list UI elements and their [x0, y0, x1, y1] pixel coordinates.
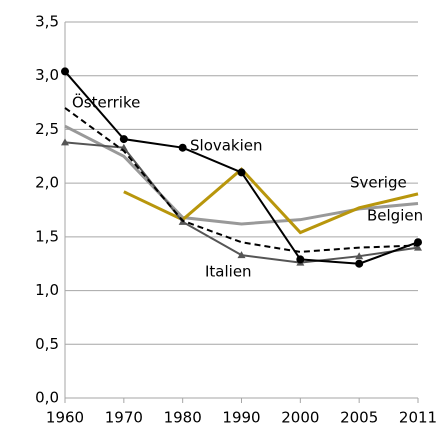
- y-tick-label: 0,5: [35, 335, 59, 353]
- point: [237, 168, 246, 177]
- series-label: Italien: [205, 263, 252, 281]
- series-line: [123, 167, 419, 235]
- point: [355, 252, 364, 260]
- y-tick-label: 0,0: [35, 389, 59, 407]
- point: [414, 238, 422, 247]
- point: [119, 135, 128, 144]
- point: [296, 255, 305, 264]
- x-tick-label: 1990: [222, 409, 260, 427]
- point: [355, 259, 364, 268]
- y-tick-label: 2,0: [35, 174, 59, 192]
- x-tick-label: 2000: [281, 409, 319, 427]
- y-tick-label: 3,0: [35, 66, 59, 84]
- series-label: Sverige: [350, 174, 407, 192]
- y-tick-label: 3,5: [35, 13, 59, 31]
- point: [61, 67, 69, 76]
- x-tick-label: 2011: [399, 409, 437, 427]
- x-tick-label: 2005: [340, 409, 378, 427]
- x-tick-label: 1980: [164, 409, 202, 427]
- series-label: Slovakien: [190, 137, 263, 155]
- x-tick-label: 1960: [46, 409, 84, 427]
- point: [414, 243, 422, 251]
- point: [61, 138, 69, 146]
- series-label: Belgien: [367, 207, 423, 225]
- y-tick-label: 1,0: [35, 281, 59, 299]
- series-label: Österrike: [72, 93, 140, 112]
- series-line: [64, 107, 419, 253]
- series-line: [64, 141, 419, 264]
- point: [237, 251, 246, 259]
- y-tick-label: 2,5: [35, 120, 59, 138]
- y-tick-label: 1,5: [35, 227, 59, 245]
- x-tick-label: 1970: [105, 409, 143, 427]
- point: [178, 143, 187, 152]
